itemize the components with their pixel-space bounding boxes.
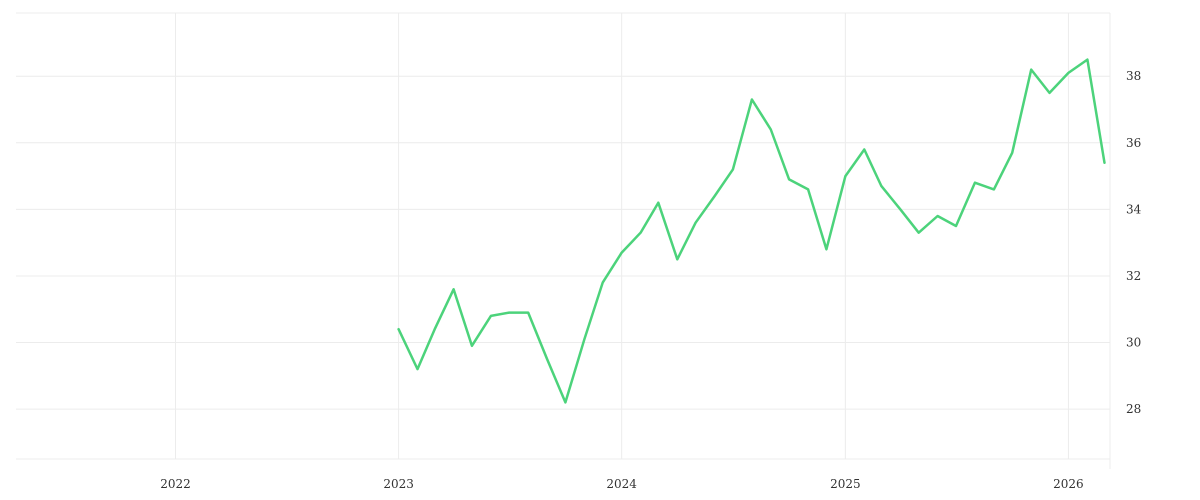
- series-line: [397, 58, 1106, 404]
- y-tick-label: 36: [1126, 136, 1141, 150]
- y-tick-label: 28: [1126, 402, 1141, 416]
- series-group: [397, 58, 1106, 404]
- y-tick-label: 38: [1126, 69, 1141, 83]
- y-axis: 28 30 32 34 36 38: [1126, 69, 1142, 416]
- y-tick-label: 30: [1126, 336, 1141, 350]
- x-tick-label: 2022: [160, 477, 191, 491]
- x-axis: 2022 2023 2024 2025 2026: [160, 477, 1083, 491]
- y-tick-label: 32: [1126, 269, 1141, 283]
- x-tick-label: 2026: [1053, 477, 1084, 491]
- chart-grid: [16, 12, 1111, 469]
- y-tick-label: 34: [1126, 202, 1142, 216]
- x-tick-label: 2023: [383, 477, 414, 491]
- x-tick-label: 2024: [606, 477, 637, 491]
- x-tick-label: 2025: [830, 477, 861, 491]
